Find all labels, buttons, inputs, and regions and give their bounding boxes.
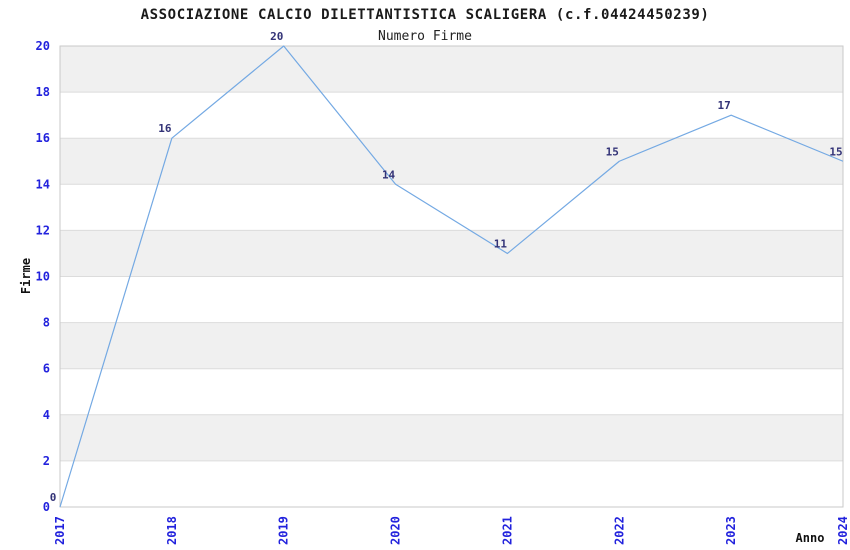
data-point-label: 14 — [382, 168, 396, 181]
grid-band — [60, 46, 843, 93]
y-axis-title: Firme — [19, 258, 33, 294]
series-layer — [59, 45, 844, 508]
line-series — [59, 45, 844, 508]
y-tick-label: 6 — [43, 362, 50, 376]
x-tick-label: 2019 — [277, 516, 291, 545]
grid-band — [60, 92, 843, 139]
y-tick-label: 20 — [36, 39, 50, 53]
x-tick-label: 2020 — [389, 516, 403, 545]
y-tick-label: 10 — [36, 270, 50, 284]
data-point-label: 11 — [494, 237, 508, 250]
grid-bands-layer — [60, 46, 843, 507]
point-labels-layer: 0 16 20 14 11 15 17 15 — [50, 30, 843, 504]
x-axis-title: Anno — [796, 531, 825, 545]
x-tick-label: 2017 — [53, 516, 67, 545]
grid-band — [60, 184, 843, 231]
chart-title: ASSOCIAZIONE CALCIO DILETTANTISTICA SCAL… — [141, 7, 710, 23]
grid-band — [60, 276, 843, 323]
chart-subtitle: Numero Firme — [378, 29, 472, 44]
y-tick-label: 16 — [36, 131, 50, 145]
grid-band — [60, 322, 843, 369]
plot-border — [59, 45, 844, 508]
x-tick-label: 2024 — [836, 516, 850, 545]
x-tick-label: 2023 — [724, 516, 738, 545]
y-tick-label: 4 — [43, 408, 50, 422]
grid-band — [60, 138, 843, 185]
y-tick-label: 2 — [43, 454, 50, 468]
data-point-label: 20 — [270, 30, 283, 43]
plot-border-layer — [59, 45, 844, 508]
grid-band — [60, 414, 843, 461]
data-point-label: 16 — [158, 122, 172, 135]
data-point-label: 15 — [829, 145, 842, 158]
x-tick-label: 2022 — [612, 516, 626, 545]
y-tick-label: 0 — [43, 500, 50, 514]
y-tick-label: 12 — [36, 223, 50, 237]
data-point-label: 17 — [718, 99, 731, 112]
grid-band — [60, 230, 843, 277]
data-point-label: 15 — [606, 145, 619, 158]
x-tick-label: 2018 — [165, 516, 179, 545]
y-tick-label: 8 — [43, 316, 50, 330]
grid-band — [60, 368, 843, 415]
y-tick-label: 18 — [36, 85, 50, 99]
y-tick-label: 14 — [36, 177, 50, 191]
data-point-label: 0 — [50, 491, 57, 504]
x-tick-label: 2021 — [500, 516, 514, 545]
tick-labels-layer: 0 2 4 6 8 10 12 14 16 18 20 2017 2018 2019 2020 2021 202… — [36, 39, 850, 545]
grid-band — [60, 460, 843, 507]
